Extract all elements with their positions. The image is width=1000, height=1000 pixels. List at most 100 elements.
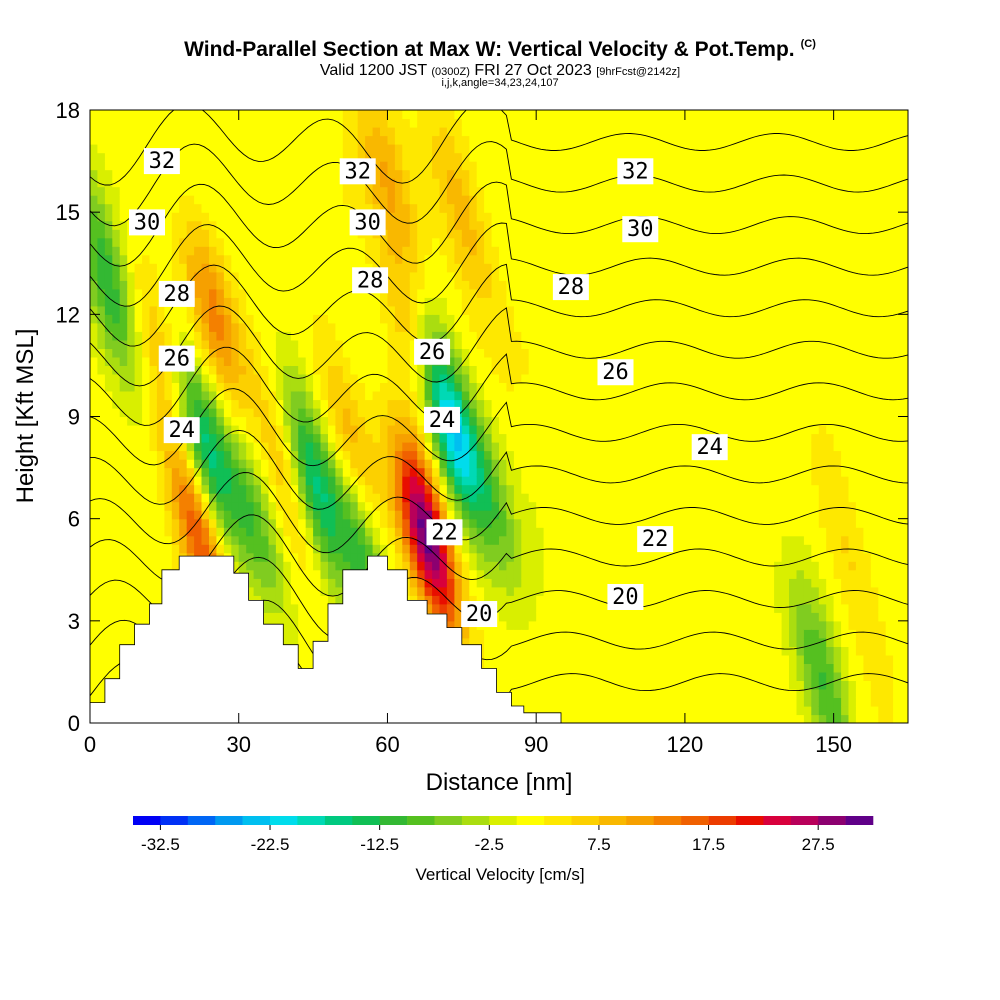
field-cell bbox=[231, 510, 240, 520]
field-cell bbox=[551, 595, 560, 605]
field-cell bbox=[484, 459, 493, 469]
field-cell bbox=[491, 518, 500, 528]
field-cell bbox=[171, 305, 180, 315]
field-cell bbox=[186, 229, 195, 239]
field-cell bbox=[313, 510, 322, 520]
field-cell bbox=[439, 186, 448, 196]
field-cell bbox=[253, 356, 262, 366]
field-cell bbox=[305, 297, 314, 307]
field-cell bbox=[134, 459, 143, 469]
field-cell bbox=[595, 246, 604, 256]
field-cell bbox=[365, 391, 374, 401]
field-cell bbox=[439, 314, 448, 324]
field-cell bbox=[528, 425, 537, 435]
field-cell bbox=[424, 203, 433, 213]
field-cell bbox=[305, 476, 314, 486]
field-cell bbox=[484, 467, 493, 477]
field-cell bbox=[261, 476, 269, 486]
field-cell bbox=[253, 271, 262, 281]
field-cell bbox=[127, 271, 136, 281]
field-cell bbox=[328, 425, 336, 435]
field-cell bbox=[558, 144, 567, 154]
field-cell bbox=[499, 484, 507, 494]
field-cell bbox=[565, 510, 574, 520]
field-cell bbox=[484, 237, 493, 247]
field-cell bbox=[238, 220, 247, 230]
field-cell bbox=[588, 127, 597, 137]
field-cell bbox=[97, 391, 106, 401]
field-cell bbox=[342, 416, 351, 426]
field-cell bbox=[365, 399, 374, 409]
field-cell bbox=[320, 416, 329, 426]
field-cell bbox=[201, 391, 210, 401]
field-cell bbox=[476, 186, 485, 196]
field-cell bbox=[290, 118, 299, 128]
field-cell bbox=[402, 476, 411, 486]
field-cell bbox=[476, 569, 485, 579]
field-cell bbox=[521, 612, 530, 622]
field-cell bbox=[402, 467, 411, 477]
field-cell bbox=[357, 356, 366, 366]
field-cell bbox=[171, 331, 180, 341]
field-cell bbox=[134, 152, 143, 162]
field-cell bbox=[432, 501, 441, 511]
field-cell bbox=[543, 637, 552, 647]
field-cell bbox=[491, 637, 500, 647]
field-cell bbox=[461, 135, 470, 145]
field-cell bbox=[290, 510, 299, 520]
field-cell bbox=[580, 305, 589, 315]
field-cell bbox=[380, 450, 388, 460]
field-cell bbox=[573, 237, 582, 247]
field-cell bbox=[313, 237, 322, 247]
field-cell bbox=[209, 144, 217, 154]
field-cell bbox=[209, 110, 217, 120]
field-cell bbox=[409, 314, 418, 324]
field-cell bbox=[156, 263, 165, 273]
field-cell bbox=[394, 195, 403, 205]
field-cell bbox=[231, 288, 240, 298]
field-cell bbox=[528, 297, 537, 307]
field-cell bbox=[90, 671, 98, 681]
field-cell bbox=[521, 467, 530, 477]
field-cell bbox=[506, 680, 515, 690]
field-cell bbox=[127, 373, 136, 383]
field-cell bbox=[328, 348, 336, 358]
field-cell bbox=[275, 365, 284, 375]
field-cell bbox=[357, 152, 366, 162]
field-cell bbox=[506, 493, 515, 503]
field-cell bbox=[127, 237, 136, 247]
field-cell bbox=[409, 348, 418, 358]
field-cell bbox=[558, 518, 567, 528]
field-cell bbox=[372, 391, 381, 401]
field-cell bbox=[380, 348, 388, 358]
field-cell bbox=[484, 280, 493, 290]
field-cell bbox=[216, 373, 225, 383]
field-cell bbox=[506, 391, 515, 401]
field-cell bbox=[536, 654, 545, 664]
field-cell bbox=[409, 305, 418, 315]
field-cell bbox=[268, 339, 277, 349]
field-cell bbox=[335, 595, 344, 605]
field-cell bbox=[543, 510, 552, 520]
field-cell bbox=[156, 186, 165, 196]
field-cell bbox=[499, 322, 507, 332]
field-cell bbox=[275, 161, 284, 171]
field-cell bbox=[446, 620, 455, 630]
field-cell bbox=[261, 195, 269, 205]
field-cell bbox=[179, 467, 188, 477]
field-cell bbox=[536, 680, 545, 690]
field-cell bbox=[491, 314, 500, 324]
field-cell bbox=[565, 501, 574, 511]
field-cell bbox=[298, 493, 307, 503]
field-cell bbox=[394, 450, 403, 460]
field-cell bbox=[238, 152, 247, 162]
field-cell bbox=[223, 169, 232, 179]
field-cell bbox=[588, 654, 597, 664]
field-cell bbox=[112, 603, 121, 613]
field-cell bbox=[328, 144, 336, 154]
field-cell bbox=[246, 442, 255, 452]
field-cell bbox=[454, 161, 463, 171]
field-cell bbox=[201, 399, 210, 409]
field-cell bbox=[90, 569, 98, 579]
field-cell bbox=[119, 161, 128, 171]
